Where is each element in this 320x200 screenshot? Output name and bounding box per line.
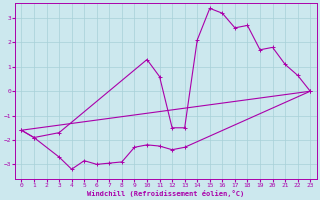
X-axis label: Windchill (Refroidissement éolien,°C): Windchill (Refroidissement éolien,°C) [87,190,244,197]
